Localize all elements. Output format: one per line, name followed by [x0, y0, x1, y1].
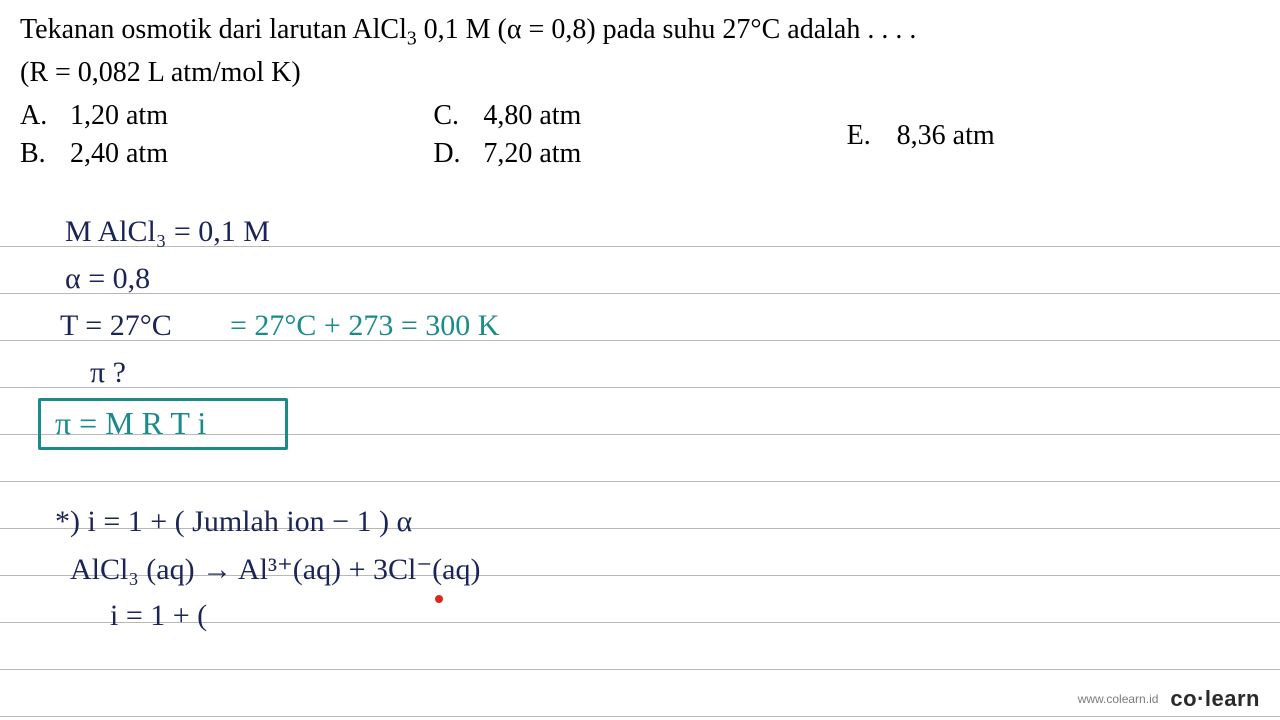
- option-d: D. 7,20 atm: [433, 138, 846, 170]
- question-block: Tekanan osmotik dari larutan AlCl3 0,1 M…: [0, 0, 1280, 175]
- hand-line-7: AlCl₃ (aq) → Al³⁺(aq) + 3Cl⁻(aq): [70, 552, 480, 587]
- question-subscript: 3: [407, 29, 417, 50]
- hand-line-3b: = 27°C + 273 = 300 K: [230, 309, 499, 343]
- footer: www.colearn.id co·learn: [1078, 686, 1260, 712]
- option-e: E. 8,36 atm: [847, 120, 1260, 152]
- question-prefix: Tekanan osmotik dari larutan AlCl: [20, 14, 407, 45]
- hand-line-4: π ?: [90, 356, 126, 390]
- hand-line-8: i = 1 + (: [110, 599, 207, 633]
- option-d-label: D.: [433, 138, 483, 170]
- hand-line-6: *) i = 1 + ( Jumlah ion − 1 ) α: [55, 505, 412, 539]
- options-grid: A. 1,20 atm B. 2,40 atm C. 4,80 atm D. 7…: [20, 100, 1260, 170]
- option-c-label: C.: [433, 100, 483, 132]
- options-col-3: E. 8,36 atm: [847, 100, 1260, 170]
- footer-url: www.colearn.id: [1078, 692, 1159, 706]
- option-a-label: A.: [20, 100, 70, 132]
- footer-logo: co·learn: [1170, 686, 1260, 712]
- question-line-1: Tekanan osmotik dari larutan AlCl3 0,1 M…: [20, 10, 1260, 53]
- notebook-area: M AlCl₃ = 0,1 M α = 0,8 T = 27°C = 27°C …: [0, 200, 1280, 720]
- option-e-label: E.: [847, 120, 897, 152]
- hand-line-2: α = 0,8: [65, 262, 150, 296]
- option-c: C. 4,80 atm: [433, 100, 846, 132]
- options-col-2: C. 4,80 atm D. 7,20 atm: [433, 100, 846, 170]
- cursor-dot: [435, 595, 443, 603]
- hand-line-3a: T = 27°C: [60, 309, 172, 343]
- option-c-value: 4,80 atm: [483, 100, 581, 132]
- options-col-1: A. 1,20 atm B. 2,40 atm: [20, 100, 433, 170]
- option-b-label: B.: [20, 138, 70, 170]
- question-mid: 0,1 M (α = 0,8) pada suhu 27°C adalah . …: [417, 14, 917, 45]
- hand-line-1: M AlCl₃ = 0,1 M: [65, 215, 270, 249]
- option-b-value: 2,40 atm: [70, 138, 168, 170]
- hand-line-5: π = M R T i: [55, 405, 206, 442]
- option-d-value: 7,20 atm: [483, 138, 581, 170]
- question-line-2: (R = 0,082 L atm/mol K): [20, 53, 1260, 92]
- option-a: A. 1,20 atm: [20, 100, 433, 132]
- option-b: B. 2,40 atm: [20, 138, 433, 170]
- option-e-value: 8,36 atm: [897, 120, 995, 152]
- option-a-value: 1,20 atm: [70, 100, 168, 132]
